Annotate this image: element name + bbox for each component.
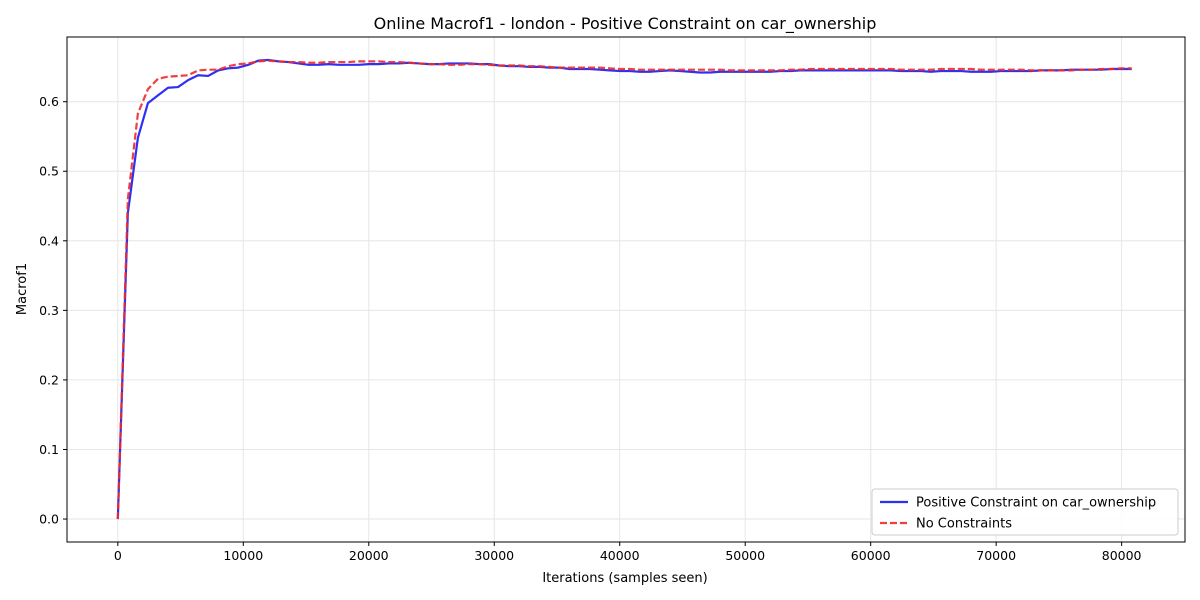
- x-tick-label: 50000: [725, 548, 765, 563]
- y-tick-label: 0.3: [39, 303, 59, 318]
- x-tick-label: 10000: [223, 548, 263, 563]
- y-tick-label: 0.2: [39, 372, 59, 387]
- legend-label-2: No Constraints: [916, 517, 1012, 532]
- x-tick-label: 70000: [976, 548, 1016, 563]
- y-tick-label: 0.1: [39, 442, 59, 457]
- series-lines: [116, 58, 1132, 520]
- x-tick-label: 20000: [349, 548, 389, 563]
- chart-title: Online Macrof1 - london - Positive Const…: [374, 14, 877, 34]
- y-tick-label: 0.0: [39, 512, 59, 527]
- x-tick-label: 30000: [474, 548, 514, 563]
- legend: Positive Constraint on car_ownership No C…: [871, 488, 1179, 536]
- series-line-2: [116, 59, 1132, 520]
- y-tick-label: 0.4: [39, 233, 59, 248]
- x-tick-label: 80000: [1102, 548, 1142, 563]
- x-tick-label: 60000: [851, 548, 891, 563]
- x-axis-label: Iterations (samples seen): [542, 571, 707, 586]
- x-tick-label: 40000: [600, 548, 640, 563]
- series-line-1: [116, 58, 1132, 520]
- y-tick-label: 0.6: [39, 94, 59, 109]
- y-axis-ticks: 0.0 0.1 0.2 0.3 0.4 0.5 0.6: [39, 94, 67, 527]
- plot-frame: [66, 36, 1186, 543]
- x-tick-label: 0: [114, 548, 122, 563]
- y-tick-label: 0.5: [39, 164, 59, 179]
- y-axis-label: Macrof1: [15, 263, 30, 315]
- legend-box: [871, 488, 1179, 536]
- legend-label-1: Positive Constraint on car_ownership: [916, 496, 1156, 511]
- x-axis-ticks: 0 10000 20000 30000 40000 50000 60000 70000 8000…: [114, 542, 1142, 563]
